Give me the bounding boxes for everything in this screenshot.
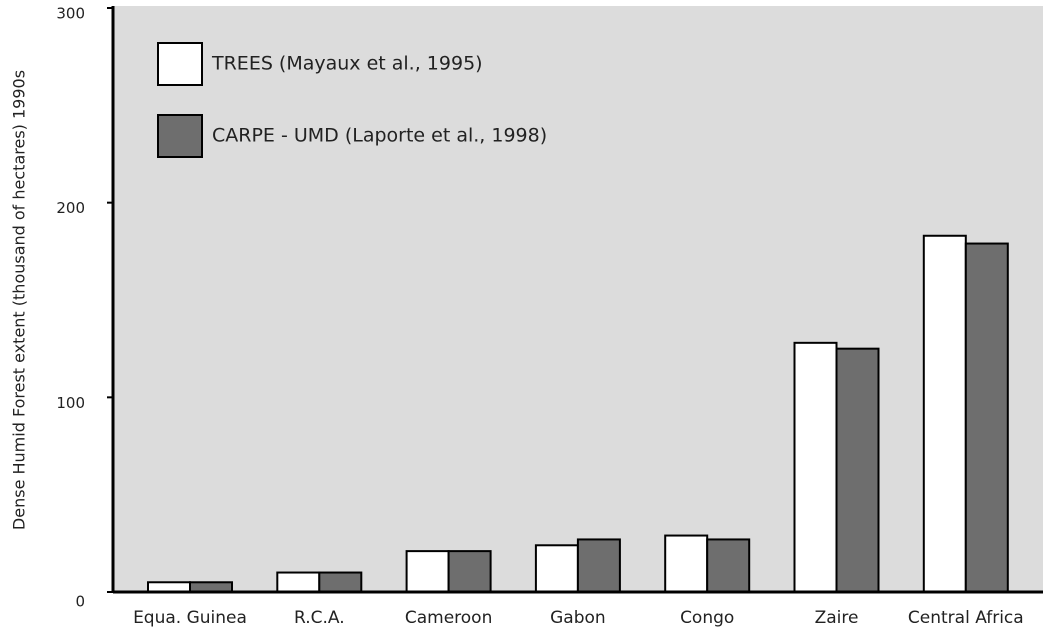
x-tick-label: R.C.A. — [294, 608, 345, 628]
x-tick-label: Central Africa — [908, 608, 1024, 628]
bar — [405, 550, 450, 593]
y-tick-label: 300 — [56, 5, 85, 23]
legend-swatch — [157, 42, 203, 86]
bar — [576, 538, 621, 594]
x-tick-label: Cameroon — [405, 608, 493, 628]
y-tick-label: 200 — [56, 199, 85, 217]
y-tick-label: 100 — [56, 394, 85, 412]
x-tick-label: Gabon — [550, 608, 606, 628]
legend-label: TREES (Mayaux et al., 1995) — [211, 53, 483, 75]
bar — [793, 341, 838, 593]
plot-area — [113, 6, 1043, 592]
bar — [835, 347, 880, 593]
legend-label: CARPE - UMD (Laporte et al., 1998) — [212, 125, 547, 147]
legend-swatch — [157, 114, 203, 158]
bar — [318, 571, 363, 593]
bar — [447, 550, 492, 593]
bar — [534, 544, 579, 594]
bar — [664, 534, 709, 594]
x-tick-label: Congo — [680, 608, 734, 628]
y-axis-label: Dense Humid Forest extent (thousand of h… — [10, 70, 29, 530]
bar — [706, 538, 751, 594]
x-tick-label: Zaire — [815, 608, 859, 628]
x-tick-label: Equa. Guinea — [133, 608, 247, 628]
bar — [276, 571, 321, 593]
bar — [922, 234, 967, 593]
y-tick-label: 0 — [75, 593, 85, 611]
bar — [964, 242, 1009, 593]
